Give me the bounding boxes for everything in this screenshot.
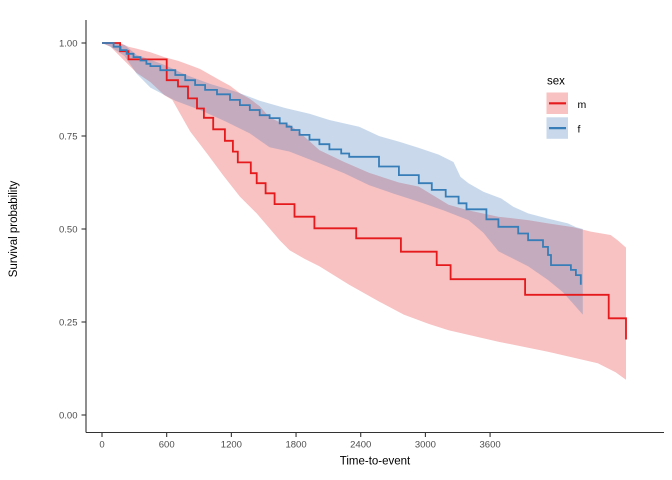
y-axis-title: Survival probability [8, 180, 20, 277]
x-tick-label: 3600 [480, 440, 501, 451]
x-tick-label: 1200 [221, 440, 242, 451]
confidence-band-f [102, 43, 583, 315]
survival-curve-m [102, 42, 627, 340]
y-axis-ticks: 0.00 0.25 0.50 0.75 1.00 [59, 38, 86, 421]
legend-label-f: f [578, 124, 581, 136]
x-tick-label: 0 [99, 440, 104, 451]
x-tick-label: 600 [159, 440, 175, 451]
x-axis-title: Time-to-event [340, 456, 411, 468]
x-tick-label: 2400 [350, 440, 371, 451]
legend-keys [546, 92, 568, 139]
confidence-bands [102, 43, 626, 380]
legend: sex m f [546, 76, 587, 139]
confidence-band-m [102, 43, 626, 380]
survival-curves [102, 42, 627, 340]
legend-label-m: m [578, 99, 587, 111]
y-tick-label: 0.25 [59, 317, 78, 328]
legend-title: sex [547, 76, 565, 88]
x-axis-ticks: 0 600 1200 1800 2400 3000 3600 [99, 432, 501, 451]
y-tick-label: 0.50 [59, 224, 78, 235]
y-tick-label: 0.00 [59, 410, 78, 421]
x-tick-label: 1800 [285, 440, 306, 451]
survival-curve-f [102, 42, 582, 285]
y-tick-label: 1.00 [59, 38, 78, 49]
axes: 0 600 1200 1800 2400 3000 3600 0.00 0.25 0.50 0.7… [59, 20, 664, 451]
x-tick-label: 3000 [415, 440, 436, 451]
y-tick-label: 0.75 [59, 131, 78, 142]
